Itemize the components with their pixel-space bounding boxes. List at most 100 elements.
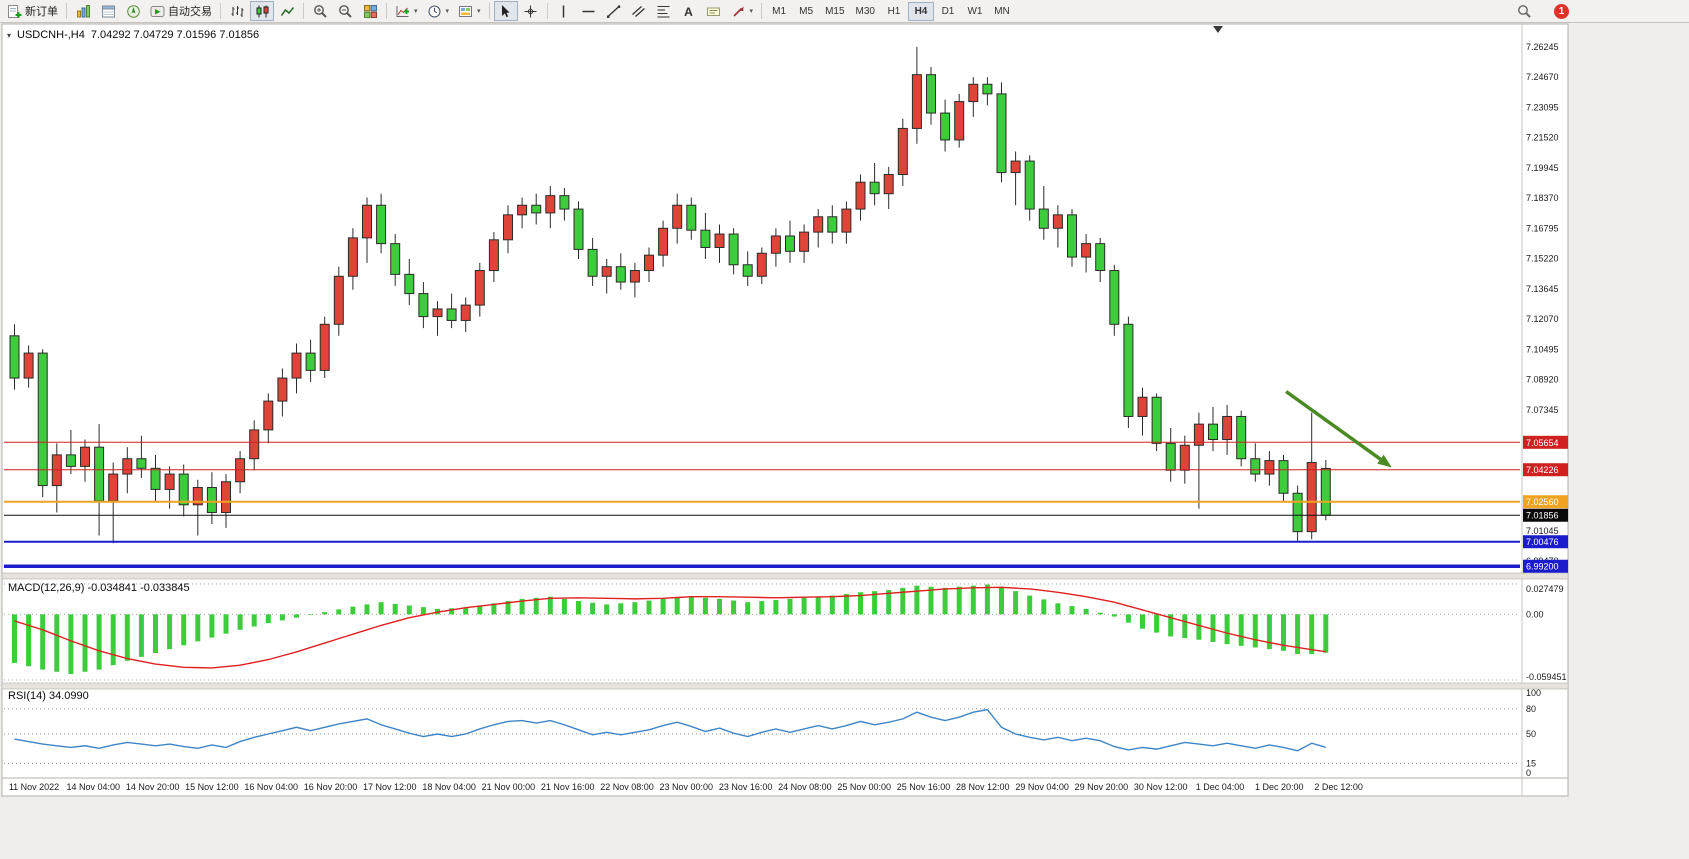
timeframe-button-m5[interactable]: M5 — [799, 5, 814, 17]
svg-text:7.16795: 7.16795 — [1526, 223, 1559, 233]
panel-separator[interactable] — [1, 572, 1569, 580]
price-label-box — [1523, 495, 1568, 509]
horizontal-line-objects[interactable] — [4, 441, 1520, 568]
horizontal-line-icon — [582, 10, 595, 12]
svg-text:29 Nov 20:00: 29 Nov 20:00 — [1075, 782, 1129, 792]
vertical-line-icon — [562, 5, 565, 17]
line-chart-button[interactable] — [275, 1, 299, 21]
cursor-icon — [502, 4, 510, 17]
rsi-line — [14, 708, 1326, 752]
svg-text:21 Nov 00:00: 21 Nov 00:00 — [482, 782, 536, 792]
timeframe-button-m30[interactable]: M30 — [855, 5, 875, 17]
macd-signal-line — [14, 586, 1326, 669]
cursor-button[interactable] — [493, 1, 518, 21]
svg-text:7.00476: 7.00476 — [1526, 537, 1559, 547]
text-label-button[interactable] — [702, 1, 726, 21]
market-watch-button[interactable] — [71, 1, 95, 21]
svg-text:28 Nov 12:00: 28 Nov 12:00 — [956, 782, 1010, 792]
rsi-label-text: RSI(14) 34.0990 — [8, 690, 89, 702]
notification-badge[interactable]: 1 — [1554, 4, 1569, 19]
periods-button[interactable]: ▾ — [423, 1, 454, 21]
svg-text:7.07345: 7.07345 — [1526, 405, 1559, 415]
svg-text:0.00: 0.00 — [1526, 609, 1544, 619]
svg-text:1 Dec 20:00: 1 Dec 20:00 — [1255, 782, 1304, 792]
fibonacci-button[interactable] — [652, 1, 676, 21]
svg-text:50: 50 — [1526, 729, 1536, 739]
toolbar-separator — [761, 3, 763, 19]
svg-text:11 Nov 2022: 11 Nov 2022 — [9, 782, 59, 792]
price-axis[interactable]: 7.26245 7.24670 7.23095 7.21520 7.19945 7.183… — [1523, 42, 1568, 573]
svg-text:7.24670: 7.24670 — [1526, 72, 1559, 82]
candlestick-chart-icon — [256, 5, 268, 17]
svg-text:25 Nov 16:00: 25 Nov 16:00 — [897, 782, 951, 792]
data-window-button[interactable] — [96, 1, 120, 21]
line-chart-icon — [280, 6, 294, 16]
main-toolbar: 新订单 自动交易 — [0, 0, 1689, 23]
new-order-button[interactable]: 新订单 — [3, 1, 62, 21]
channel-icon — [632, 5, 645, 17]
panel-separator[interactable] — [1, 682, 1569, 690]
trendline-icon — [607, 5, 621, 18]
navigator-icon — [126, 4, 140, 18]
dropdown-caret: ▾ — [477, 8, 481, 15]
trendline-button[interactable] — [602, 1, 626, 21]
svg-text:30 Nov 12:00: 30 Nov 12:00 — [1134, 782, 1188, 792]
svg-text:7.19945: 7.19945 — [1526, 163, 1559, 173]
channel-button[interactable] — [627, 1, 651, 21]
svg-text:16 Nov 20:00: 16 Nov 20:00 — [304, 782, 358, 792]
price-label-box — [1523, 559, 1568, 573]
timeframe-button-m1[interactable]: M1 — [772, 5, 787, 17]
dropdown-caret: ▾ — [414, 8, 418, 15]
svg-text:2 Dec 12:00: 2 Dec 12:00 — [1314, 782, 1363, 792]
chart-client-area[interactable] — [1, 23, 1569, 797]
templates-button[interactable]: ▾ — [454, 1, 485, 21]
autotrading-button[interactable]: 自动交易 — [146, 1, 216, 21]
timeframe-button-h1[interactable]: H1 — [887, 5, 901, 17]
data-window-icon — [101, 5, 115, 17]
timeframe-button-d1[interactable]: D1 — [941, 5, 955, 17]
timeframe-button-h4[interactable]: H4 — [907, 1, 934, 21]
svg-text:21 Nov 16:00: 21 Nov 16:00 — [541, 782, 595, 792]
panel-separators[interactable] — [1, 572, 1569, 779]
svg-text:14 Nov 20:00: 14 Nov 20:00 — [126, 782, 180, 792]
text-button[interactable]: A — [677, 1, 701, 21]
navigator-button[interactable] — [121, 1, 145, 21]
price-label-box — [1523, 463, 1568, 477]
crosshair-icon — [524, 5, 537, 17]
crosshair-button[interactable] — [519, 1, 543, 21]
one-click-trading-toggle[interactable]: ▾ — [7, 30, 12, 40]
indicators-button[interactable]: ▾ — [391, 1, 422, 21]
new-order-icon — [8, 4, 22, 18]
timeframe-button-m15[interactable]: M15 — [825, 5, 845, 17]
svg-text:15: 15 — [1526, 758, 1536, 768]
svg-text:7.08920: 7.08920 — [1526, 375, 1559, 385]
zoom-out-button[interactable] — [333, 1, 357, 21]
arrows-shapes-button[interactable]: ▾ — [727, 1, 758, 21]
search-button[interactable] — [1512, 2, 1536, 22]
trend-arrow-object[interactable] — [1285, 390, 1392, 468]
clock-icon — [428, 5, 441, 17]
toolbar-separator — [66, 3, 67, 19]
time-axis[interactable]: 11 Nov 2022 14 Nov 04:00 14 Nov 20:00 15 No… — [9, 782, 1363, 792]
svg-text:7.01045: 7.01045 — [1526, 526, 1559, 536]
svg-text:23 Nov 00:00: 23 Nov 00:00 — [660, 782, 714, 792]
toolbar-right-group: 1 — [1512, 0, 1569, 23]
svg-text:0.027479: 0.027479 — [1526, 584, 1564, 594]
timeframe-button-w1[interactable]: W1 — [967, 5, 983, 17]
toolbar-separator — [303, 3, 304, 19]
svg-text:7.01856: 7.01856 — [1526, 511, 1559, 521]
zoom-in-button[interactable] — [308, 1, 332, 21]
text-icon: A — [684, 5, 693, 19]
arrow-shape-icon — [732, 6, 744, 17]
tile-windows-button[interactable] — [358, 1, 382, 21]
tile-windows-icon — [363, 4, 377, 18]
timeframe-button-mn[interactable]: MN — [994, 5, 1010, 17]
bar-chart-button[interactable] — [225, 1, 249, 21]
text-label-icon — [707, 7, 721, 16]
candlestick-chart-button[interactable] — [250, 1, 274, 21]
search-icon — [1517, 5, 1531, 18]
vertical-line-button[interactable] — [552, 1, 576, 21]
fibonacci-icon — [657, 5, 670, 17]
horizontal-line-button[interactable] — [577, 1, 601, 21]
